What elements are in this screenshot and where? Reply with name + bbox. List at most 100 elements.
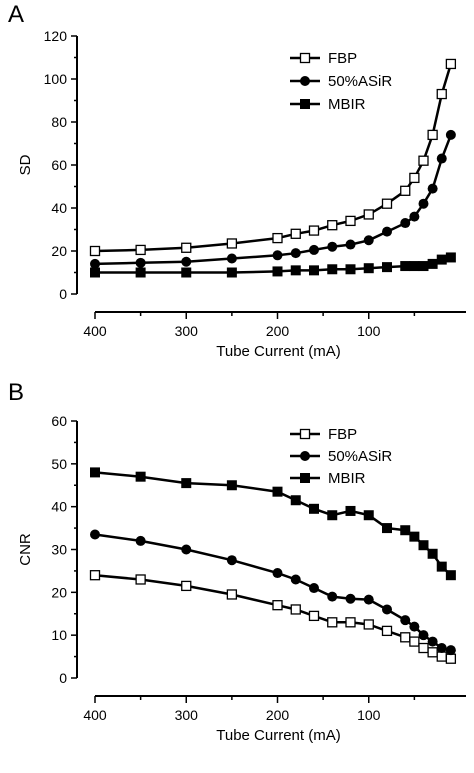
data-point	[327, 617, 338, 628]
data-point	[400, 615, 411, 626]
data-point	[427, 129, 438, 141]
y-tick-label: 100	[44, 71, 68, 87]
data-point	[436, 561, 447, 572]
data-point	[272, 250, 283, 261]
y-axis-title: SD	[17, 154, 34, 175]
data-point	[226, 253, 237, 264]
y-tick-label: 50	[51, 456, 67, 472]
data-point	[400, 261, 411, 272]
data-point	[308, 610, 320, 622]
data-point	[445, 58, 457, 70]
data-point	[445, 645, 456, 656]
legend-marker	[299, 52, 311, 64]
data-point	[345, 264, 356, 275]
data-point	[445, 570, 456, 581]
x-tick-label: 300	[175, 707, 199, 723]
y-tick-label: 60	[51, 157, 67, 173]
data-point	[400, 218, 411, 229]
data-point	[345, 505, 356, 516]
data-point	[327, 591, 338, 602]
data-point	[90, 258, 100, 269]
data-point	[418, 642, 429, 654]
legend-label: FBP	[328, 426, 357, 443]
data-point	[427, 647, 438, 658]
data-point	[272, 486, 283, 497]
data-point	[409, 531, 420, 542]
legend-label: MBIR	[328, 96, 366, 113]
data-point	[272, 266, 283, 277]
legend-marker	[299, 428, 311, 440]
data-point	[135, 535, 146, 546]
data-point	[309, 244, 319, 255]
y-tick-label: 10	[51, 627, 67, 643]
data-point	[436, 651, 447, 662]
data-point	[345, 617, 356, 628]
data-point	[181, 256, 192, 267]
data-point	[309, 265, 319, 276]
data-point	[290, 495, 301, 506]
legend-marker	[300, 451, 310, 461]
data-point	[363, 209, 374, 220]
data-point	[381, 198, 393, 209]
x-tick-label: 200	[266, 707, 290, 723]
y-tick-label: 60	[51, 413, 67, 429]
x-tick-label: 300	[175, 323, 199, 339]
data-point	[181, 267, 192, 278]
data-point	[418, 630, 429, 641]
data-point	[327, 510, 338, 521]
data-point	[309, 503, 319, 514]
data-point	[309, 583, 319, 594]
data-point	[436, 254, 447, 265]
data-point	[445, 129, 456, 140]
data-point	[345, 593, 356, 604]
data-point	[345, 215, 356, 227]
data-point	[363, 235, 374, 246]
data-point	[400, 525, 411, 536]
data-point	[363, 510, 374, 521]
data-point	[409, 621, 420, 632]
data-point	[327, 220, 338, 231]
data-point	[226, 267, 237, 278]
data-point	[90, 467, 100, 478]
y-tick-label: 0	[59, 286, 67, 302]
panel-b: B 0 10 20 30 40 50 60 400 300 200 100 Tube Current …	[8, 379, 466, 744]
data-point	[409, 636, 420, 647]
data-point	[272, 568, 283, 579]
x-tick-label: 200	[266, 323, 290, 339]
data-point	[363, 594, 374, 605]
data-point	[409, 261, 420, 272]
x-axis-title: Tube Current (mA)	[216, 727, 340, 744]
data-point	[226, 480, 237, 491]
data-point	[436, 643, 447, 654]
data-point	[89, 570, 101, 581]
data-point	[90, 267, 100, 278]
data-point	[89, 245, 101, 257]
data-point	[345, 239, 356, 250]
data-point	[135, 267, 146, 278]
data-point	[181, 544, 192, 555]
data-point	[181, 242, 192, 253]
data-point	[308, 225, 320, 236]
data-point	[418, 540, 429, 551]
legend-marker	[300, 473, 310, 483]
data-point	[418, 198, 429, 209]
data-point	[445, 653, 457, 664]
x-tick-label: 100	[357, 707, 381, 723]
series-line-50-asir	[94, 533, 452, 652]
data-point	[400, 632, 411, 643]
y-tick-label: 80	[51, 114, 67, 130]
series-line-50-asir	[94, 134, 453, 266]
data-point	[363, 619, 374, 630]
data-point	[181, 580, 192, 592]
data-point	[382, 226, 392, 237]
data-point	[418, 155, 429, 166]
legend-label: 50%ASiR	[328, 448, 392, 465]
y-tick-label: 20	[51, 243, 67, 259]
data-point	[382, 523, 392, 534]
legend-marker	[300, 99, 310, 109]
y-tick-label: 40	[51, 499, 67, 515]
legend-label: FBP	[328, 50, 357, 67]
data-point	[427, 183, 438, 194]
y-axis-title: CNR	[17, 533, 34, 566]
